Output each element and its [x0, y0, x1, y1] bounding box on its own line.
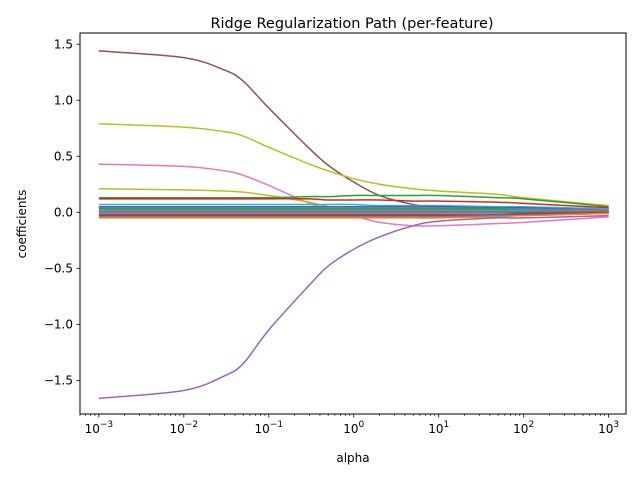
y-tick-label-4: −0.5 [44, 262, 73, 276]
y-tick-label-2: 0.5 [54, 149, 73, 163]
series-line-13 [98, 211, 609, 215]
y-tick-label-6: −1.5 [44, 374, 73, 388]
series-line-7 [98, 205, 609, 211]
series-line-1 [98, 123, 609, 207]
x-tick-label-1: 10−2 [170, 420, 199, 436]
series-layer [98, 50, 609, 400]
y-tick-label-0: 1.5 [54, 37, 73, 51]
chart-title: Ridge Regularization Path (per-feature) [210, 16, 493, 32]
y-tick-label-1: 1.0 [54, 93, 73, 107]
x-tick-label-3: 100 [343, 420, 364, 436]
series-line-4 [98, 194, 609, 208]
x-axis-label: alpha [336, 451, 369, 465]
series-line-6 [98, 203, 609, 210]
y-tick-label-5: −1.0 [44, 318, 73, 332]
x-tick-label-6: 103 [598, 420, 619, 436]
x-tick-label-5: 102 [513, 420, 534, 436]
plot-frame [79, 32, 627, 415]
y-axis-ticks: 1.5 1.0 0.5 0.0 −0.5 −1.0 −1.5 [44, 37, 80, 388]
series-line-10 [98, 209, 609, 212]
series-line-0 [98, 50, 609, 210]
y-axis-label: coefficients [15, 190, 29, 259]
series-line-14 [98, 211, 609, 216]
x-tick-label-4: 101 [428, 420, 449, 436]
series-line-9 [98, 208, 609, 212]
series-line-17 [98, 212, 609, 219]
x-tick-label-0: 10−3 [85, 420, 114, 436]
series-line-18 [98, 214, 609, 400]
series-line-11 [98, 210, 609, 214]
series-line-16 [98, 212, 609, 218]
series-line-5 [98, 198, 609, 209]
x-tick-label-2: 10−1 [255, 420, 284, 436]
x-axis-ticks: 10−3 10−2 10−1 100 101 102 103 [79, 414, 619, 436]
y-tick-label-3: 0.0 [54, 205, 73, 219]
